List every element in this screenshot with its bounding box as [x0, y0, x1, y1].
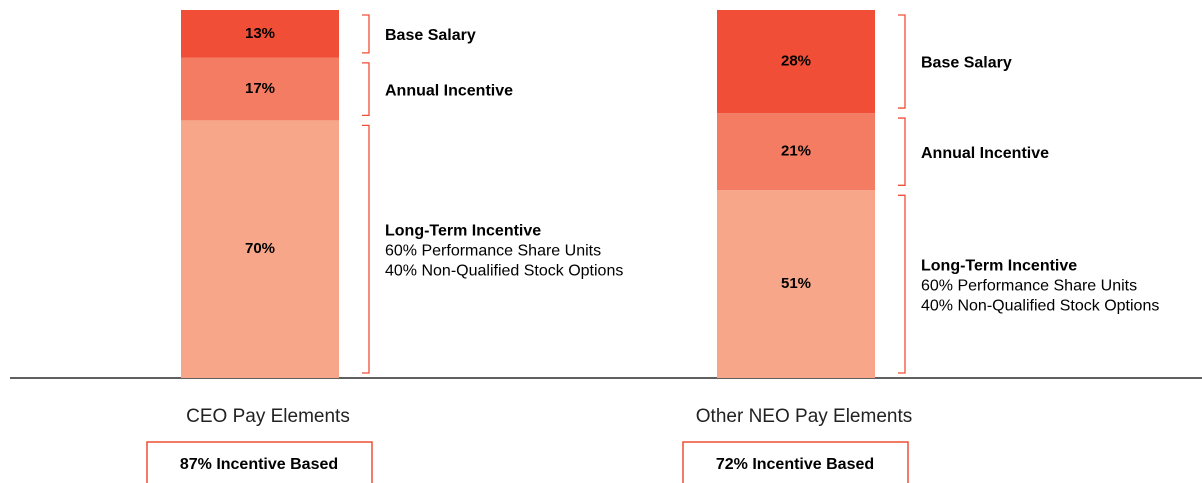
- summary-label: 87% Incentive Based: [180, 456, 338, 473]
- annotation: 60% Performance Share Units: [921, 277, 1137, 294]
- bracket: [362, 124, 370, 374]
- summary-box: [146, 441, 373, 483]
- value-label: 21%: [781, 143, 811, 160]
- bracket: [362, 62, 370, 117]
- legend-label: Annual Incentive: [385, 82, 513, 99]
- annotation: 60% Performance Share Units: [385, 242, 601, 259]
- annotation: 40% Non-Qualified Stock Options: [385, 262, 623, 279]
- summary-label: 72% Incentive Based: [716, 456, 874, 473]
- legend-label: Long-Term Incentive: [385, 222, 541, 239]
- bracket: [898, 117, 906, 186]
- legend-label: Base Salary: [385, 27, 476, 44]
- bracket: [362, 14, 370, 54]
- value-label: 70%: [245, 240, 275, 257]
- legend-label: Base Salary: [921, 55, 1012, 72]
- bracket: [898, 14, 906, 109]
- legend-label: Annual Incentive: [921, 145, 1049, 162]
- bar-segment: [717, 113, 875, 191]
- value-label: 17%: [245, 80, 275, 97]
- bar-segment: [181, 57, 339, 121]
- bar-segment: [717, 10, 875, 114]
- value-label: 13%: [245, 25, 275, 42]
- summary-box: [682, 441, 909, 483]
- bar-segment: [717, 190, 875, 378]
- annotation: 40% Non-Qualified Stock Options: [921, 297, 1159, 314]
- value-label: 28%: [781, 52, 811, 69]
- bracket: [898, 194, 906, 374]
- bar-segment: [181, 120, 339, 379]
- legend-label: Long-Term Incentive: [921, 257, 1077, 274]
- category-label: Other NEO Pay Elements: [696, 406, 912, 427]
- value-label: 51%: [781, 275, 811, 292]
- bar-segment: [181, 10, 339, 58]
- category-label: CEO Pay Elements: [186, 406, 350, 427]
